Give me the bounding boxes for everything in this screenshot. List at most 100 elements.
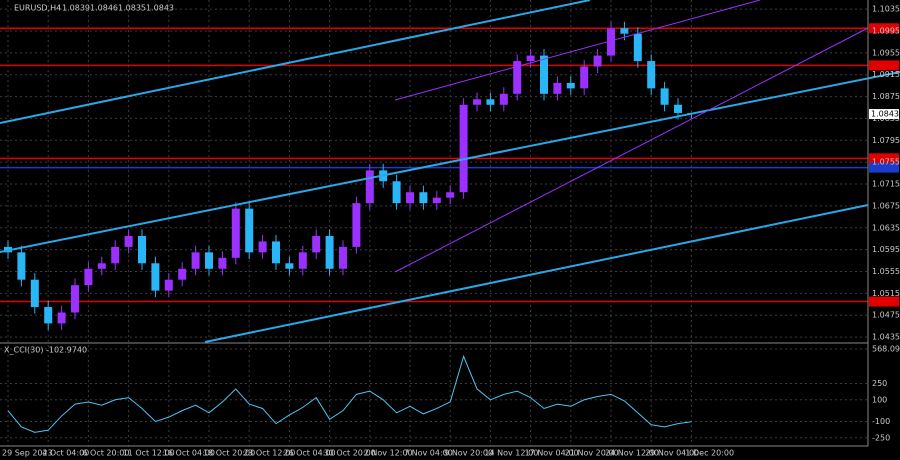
candle-body bbox=[44, 307, 53, 324]
x-tick-label: 21 Nov 20:00 bbox=[565, 449, 619, 458]
candle-body bbox=[486, 99, 495, 105]
candle-body bbox=[218, 257, 227, 269]
y-tick-label: 1.1035 bbox=[872, 5, 900, 14]
candle-body bbox=[57, 312, 66, 324]
y-tick-label: -250 bbox=[872, 433, 890, 442]
x-tick-label: 30 Oct 20:00 bbox=[324, 449, 376, 458]
indicator-title: X_CCI(30) -102.9740 bbox=[4, 346, 87, 355]
x-tick-label: 24 Nov 12:00 bbox=[605, 449, 659, 458]
candle-body bbox=[607, 28, 615, 56]
candle-body bbox=[111, 246, 120, 264]
y-tick-label: -100 bbox=[872, 417, 890, 426]
price-tag bbox=[869, 109, 899, 120]
x-tick-label: 29 Nov 04:00 bbox=[645, 449, 699, 458]
y-tick-label: 1.0875 bbox=[872, 92, 900, 101]
quote-open: 1.0839 bbox=[62, 4, 90, 13]
trend-line bbox=[204, 204, 869, 343]
x-tick-label: 1 Dec 20:00 bbox=[685, 449, 734, 458]
chart-title: EURUSD,H4 bbox=[14, 4, 61, 13]
y-tick-label: 1.0955 bbox=[872, 48, 900, 57]
x-tick-label: 29 Sep 2023 bbox=[2, 449, 53, 458]
candle-body bbox=[446, 192, 455, 198]
candle-body bbox=[406, 192, 414, 204]
candle-body bbox=[258, 241, 267, 253]
quote-high: 1.0846 bbox=[90, 4, 118, 13]
candle-body bbox=[178, 268, 187, 280]
x-tick-label: 9 Nov 20:00 bbox=[444, 449, 493, 458]
y-tick-label: 250 bbox=[872, 379, 887, 388]
x-tick-label: 7 Nov 04:00 bbox=[404, 449, 453, 458]
candle-body bbox=[339, 246, 347, 269]
y-tick-label: 568.0946 bbox=[872, 345, 900, 354]
level-tag bbox=[869, 153, 899, 164]
level-tag bbox=[869, 162, 899, 173]
candle-body bbox=[513, 61, 522, 94]
y-tick-label: 1.0595 bbox=[872, 245, 900, 254]
channel-line bbox=[394, 27, 869, 273]
y-tick-label: 1.0715 bbox=[872, 180, 900, 189]
x-tick-label: 17 Nov 04:00 bbox=[525, 449, 579, 458]
level-tag bbox=[869, 296, 899, 307]
candle-body bbox=[191, 252, 200, 269]
x-tick-label: 23 Oct 12:00 bbox=[243, 449, 295, 458]
candle-body bbox=[540, 55, 548, 94]
x-tick-label: 26 Oct 04:00 bbox=[283, 449, 335, 458]
channel-line bbox=[394, 0, 761, 101]
marks bbox=[0, 21, 899, 433]
trend-line bbox=[0, 71, 900, 253]
candle-body bbox=[365, 170, 374, 204]
candle-body bbox=[245, 208, 254, 253]
x-tick-label: 6 Oct 20:00 bbox=[82, 449, 129, 458]
candle-body bbox=[138, 235, 146, 264]
candle-body bbox=[285, 263, 294, 269]
candle-body bbox=[272, 241, 280, 264]
candle-body bbox=[164, 279, 173, 291]
candle-body bbox=[17, 252, 26, 280]
candle-body bbox=[205, 252, 213, 269]
candle-body bbox=[231, 208, 240, 258]
candle-body bbox=[352, 203, 361, 247]
x-tick-label: 2 Nov 12:00 bbox=[364, 449, 413, 458]
candle-body bbox=[633, 33, 642, 62]
candle-body bbox=[312, 235, 321, 253]
quote-close: 1.0843 bbox=[146, 4, 174, 13]
y-tick-label: 1.0555 bbox=[872, 267, 900, 276]
candle-body bbox=[459, 104, 468, 193]
level-tag bbox=[869, 60, 899, 71]
y-tick-label: 100 bbox=[872, 395, 887, 404]
candle-body bbox=[660, 88, 669, 105]
candle-body bbox=[325, 235, 334, 269]
trend-lines bbox=[0, 0, 900, 343]
candle-body bbox=[298, 252, 307, 269]
x-tick-label: 16 Oct 04:00 bbox=[163, 449, 215, 458]
y-tick-label: 1.0995 bbox=[872, 26, 900, 35]
y-tick-label: 1.0915 bbox=[872, 70, 900, 79]
candle-body bbox=[473, 99, 481, 105]
y-tick-label: 1.0515 bbox=[872, 289, 900, 298]
candle-body bbox=[97, 263, 106, 269]
candle-body bbox=[124, 235, 133, 247]
candle-body bbox=[580, 66, 589, 89]
price-tag-label: 1.0843 bbox=[871, 110, 899, 119]
candle-body bbox=[71, 285, 79, 313]
x-tick-label: 4 Oct 04:00 bbox=[42, 449, 89, 458]
y-tick-label: 1.0435 bbox=[872, 333, 900, 342]
y-tick-label: 1.0635 bbox=[872, 223, 900, 232]
candle-body bbox=[392, 181, 401, 204]
y-tick-label: 1.0755 bbox=[872, 158, 900, 167]
candle-body bbox=[526, 55, 535, 62]
x-tick-label: 18 Oct 20:00 bbox=[203, 449, 255, 458]
y-tick-label: 1.0675 bbox=[872, 201, 900, 210]
candle-body bbox=[674, 104, 682, 113]
candle-body bbox=[647, 61, 656, 89]
candle-body bbox=[620, 28, 629, 34]
x-tick-label: 11 Oct 12:00 bbox=[123, 449, 175, 458]
x-tick-label: 14 Nov 12:00 bbox=[484, 449, 538, 458]
candle-body bbox=[151, 263, 160, 291]
trend-line bbox=[0, 0, 591, 124]
candle-body bbox=[499, 93, 508, 105]
candle-body bbox=[593, 55, 602, 67]
grid-layer bbox=[0, 0, 868, 446]
y-tick-label: 1.0795 bbox=[872, 136, 900, 145]
